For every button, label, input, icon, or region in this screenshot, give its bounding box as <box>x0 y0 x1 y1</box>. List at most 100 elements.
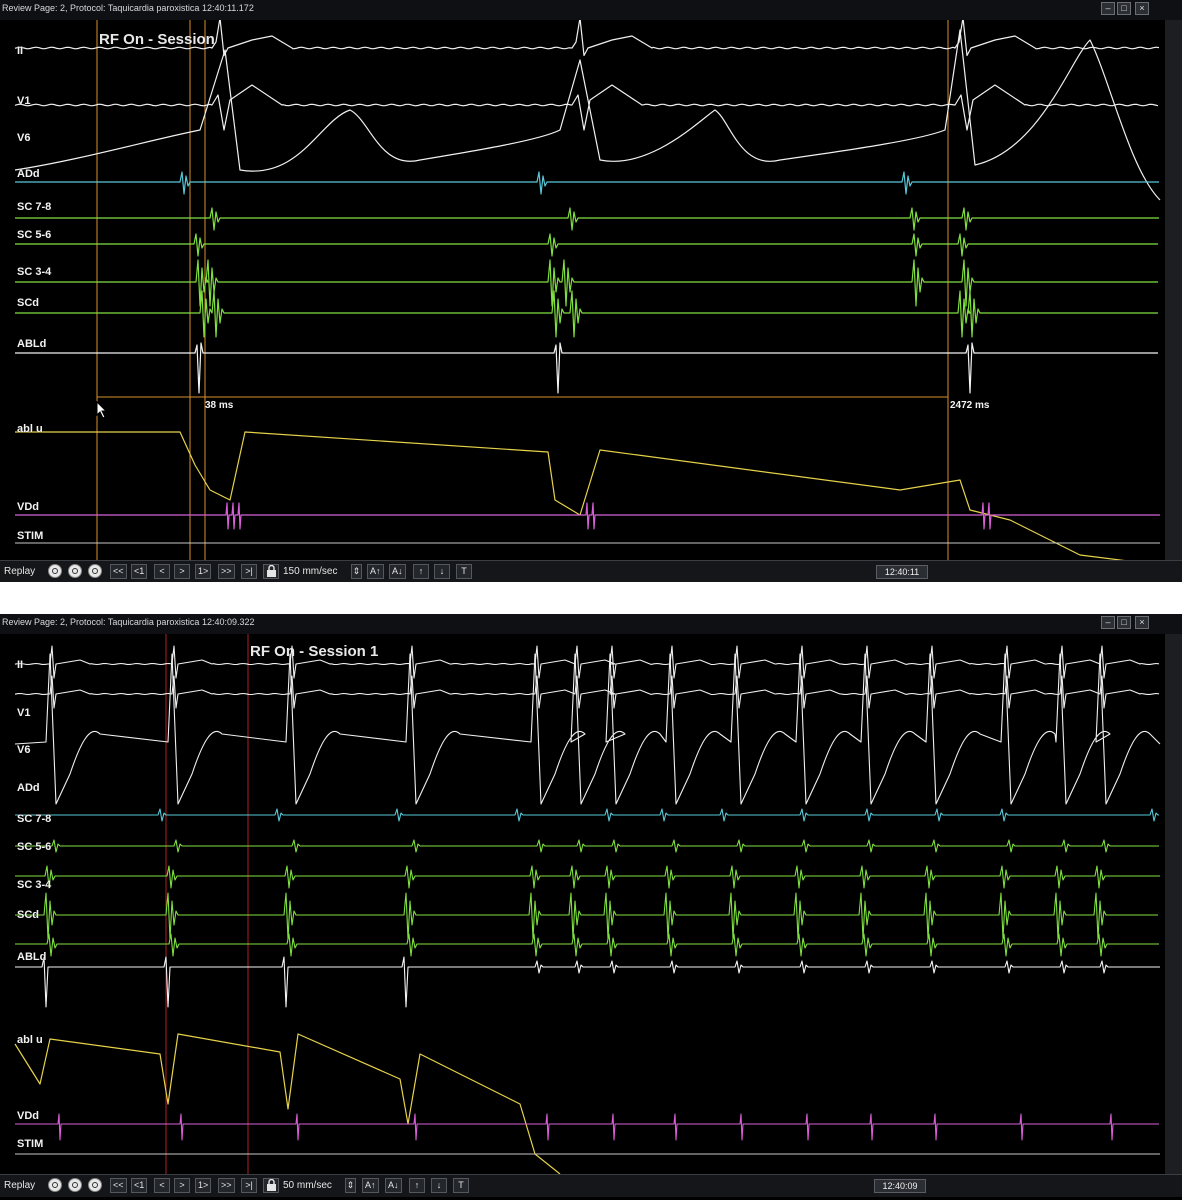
top-label-V6: V6 <box>17 132 31 144</box>
top-title-bar: Review Page: 2, Protocol: Taquicardia pa… <box>0 0 1182 21</box>
top-replay-label: Replay <box>4 566 36 577</box>
top-trace-area <box>0 20 1165 560</box>
top-replay-stop-icon[interactable] <box>88 564 102 578</box>
bottom-replay-toolbar: Replay << <1 < > 1> >> >| 50 mm/sec ⇕ A↑… <box>0 1174 1182 1197</box>
top-btn-up[interactable]: ↑ <box>413 564 429 579</box>
top-btn-rewind[interactable]: << <box>110 564 127 579</box>
top-trace-II <box>14 20 1160 57</box>
bottom-label-SCd: SCd <box>17 909 39 921</box>
bottom-trace-ABLd <box>15 956 1160 1008</box>
top-measure-left: 38 ms <box>205 400 234 411</box>
bottom-session-title: RF On - Session 1 <box>250 643 379 660</box>
top-btn-prev[interactable]: < <box>154 564 170 579</box>
bottom-trace-II <box>14 645 1160 679</box>
top-vertical-scrollbar[interactable] <box>1164 20 1182 560</box>
top-trace-ABLd <box>15 342 1158 394</box>
top-btn-t[interactable]: T <box>456 564 472 579</box>
top-label-ADd: ADd <box>17 168 40 180</box>
bottom-label-VDd: VDd <box>17 1110 39 1122</box>
top-btn-fast-fwd[interactable]: >> <box>218 564 235 579</box>
bottom-replay-label: Replay <box>4 1180 36 1191</box>
bottom-btn-t[interactable]: T <box>453 1178 469 1193</box>
mouse-pointer-icon <box>96 401 108 419</box>
window-minimize-icon[interactable]: – <box>1101 2 1115 15</box>
bottom-label-V1: V1 <box>17 707 31 719</box>
top-replay-toolbar: Replay << <1 < > 1> >> >| 150 mm/sec ⇕ A… <box>0 560 1182 582</box>
top-btn-font-down[interactable]: A↓ <box>389 564 406 579</box>
bottom-btn-rewind[interactable]: << <box>110 1178 127 1193</box>
top-btn-step-back[interactable]: <1 <box>131 564 148 579</box>
top-label-SCd: SCd <box>17 297 39 309</box>
top-label-SC56: SC 5-6 <box>17 229 52 241</box>
bottom-trace-ADd <box>15 808 1159 822</box>
top-trace-VDd <box>15 502 1160 530</box>
bottom-trace-ablu <box>14 1033 561 1174</box>
top-btn-down[interactable]: ↓ <box>434 564 450 579</box>
top-label-STIM: STIM <box>17 530 44 542</box>
bottom-replay-pause-icon[interactable] <box>68 1178 82 1192</box>
top-btn-step-fwd[interactable]: 1> <box>195 564 212 579</box>
bottom-replay-play-icon[interactable] <box>48 1178 62 1192</box>
top-trace-ADd <box>15 171 1159 195</box>
top-label-V1: V1 <box>17 95 31 107</box>
bottom-label-ablu: abl u <box>17 1034 43 1046</box>
bottom-label-ABLd: ABLd <box>17 951 47 963</box>
bottom-vertical-scrollbar[interactable] <box>1164 634 1182 1174</box>
top-label-SC78: SC 7-8 <box>17 201 52 213</box>
top-trace-SC56 <box>15 233 1158 257</box>
bottom-btn-step-fwd[interactable]: 1> <box>195 1178 212 1193</box>
bottom-trace-area <box>0 634 1165 1174</box>
window-minimize-icon[interactable]: – <box>1101 616 1115 629</box>
window-close-icon[interactable]: × <box>1135 616 1149 629</box>
bottom-trace-VDd <box>15 1113 1159 1141</box>
bottom-label-SC34: SC 3-4 <box>17 879 52 891</box>
top-review-window: Review Page: 2, Protocol: Taquicardia pa… <box>0 0 1182 582</box>
bottom-review-window: Review Page: 2, Protocol: Taquicardia pa… <box>0 614 1182 1200</box>
bottom-label-STIM: STIM <box>17 1138 44 1150</box>
bottom-label-V6: V6 <box>17 744 31 756</box>
bottom-label-II: II <box>17 659 24 671</box>
bottom-trace-SCd <box>15 933 1159 957</box>
lock-icon[interactable] <box>263 564 279 579</box>
bottom-label-SC78: SC 7-8 <box>17 813 52 825</box>
lock-icon[interactable] <box>263 1178 279 1193</box>
bottom-btn-fast-fwd[interactable]: >> <box>218 1178 235 1193</box>
top-traces-canvas <box>14 20 1161 560</box>
window-maximize-icon[interactable]: □ <box>1117 2 1131 15</box>
bottom-clock: 12:40:09 <box>874 1179 926 1193</box>
top-speed-spinner[interactable]: ⇕ <box>351 564 362 579</box>
bottom-speed-spinner[interactable]: ⇕ <box>345 1178 356 1193</box>
window-close-icon[interactable]: × <box>1135 2 1149 15</box>
bottom-label-SC56: SC 5-6 <box>17 841 52 853</box>
bottom-btn-step-back[interactable]: <1 <box>131 1178 148 1193</box>
bottom-btn-up[interactable]: ↑ <box>409 1178 425 1193</box>
top-replay-play-icon[interactable] <box>48 564 62 578</box>
top-trace-V1 <box>14 84 1159 131</box>
top-btn-end[interactable]: >| <box>241 564 257 579</box>
top-trace-ablu <box>15 431 1125 560</box>
bottom-btn-font-up[interactable]: A↑ <box>362 1178 379 1193</box>
bottom-speed-value[interactable]: 50 mm/sec <box>283 1180 332 1191</box>
bottom-btn-font-down[interactable]: A↓ <box>385 1178 402 1193</box>
bottom-trace-V1 <box>14 675 1160 709</box>
bottom-trace-V6 <box>14 653 1161 805</box>
top-replay-pause-icon[interactable] <box>68 564 82 578</box>
window-maximize-icon[interactable]: □ <box>1117 616 1131 629</box>
bottom-label-ADd: ADd <box>17 782 40 794</box>
bottom-window-title: Review Page: 2, Protocol: Taquicardia pa… <box>2 617 255 627</box>
top-label-II: II <box>17 45 24 57</box>
bottom-btn-next[interactable]: > <box>174 1178 190 1193</box>
bottom-btn-end[interactable]: >| <box>241 1178 257 1193</box>
bottom-traces-canvas <box>14 634 1161 1174</box>
bottom-btn-prev[interactable]: < <box>154 1178 170 1193</box>
top-btn-font-up[interactable]: A↑ <box>367 564 384 579</box>
bottom-btn-down[interactable]: ↓ <box>431 1178 447 1193</box>
top-label-ABLd: ABLd <box>17 338 47 350</box>
top-btn-next[interactable]: > <box>174 564 190 579</box>
bottom-trace-SC34 <box>15 892 1158 940</box>
panel-separator <box>0 582 1182 614</box>
top-label-VDd: VDd <box>17 501 39 513</box>
bottom-replay-stop-icon[interactable] <box>88 1178 102 1192</box>
top-clock: 12:40:11 <box>876 565 928 579</box>
top-speed-value[interactable]: 150 mm/sec <box>283 566 338 577</box>
